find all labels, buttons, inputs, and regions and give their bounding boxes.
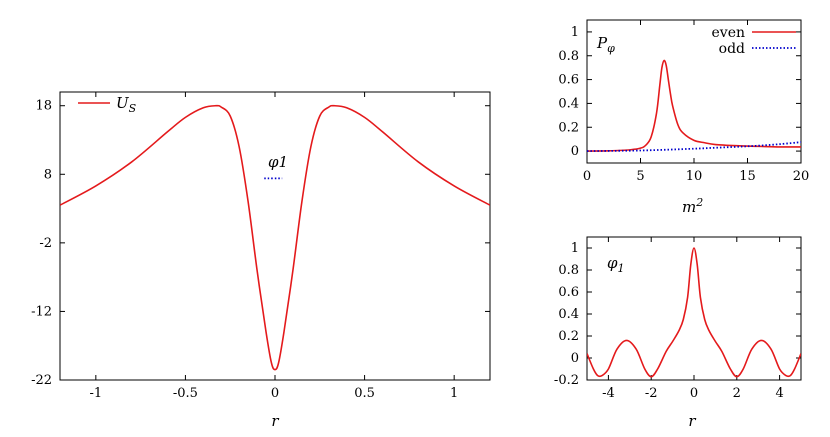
panel-title-phi1-sub: 1 xyxy=(618,262,625,275)
legend-label-us: US xyxy=(116,94,137,115)
y-tick-label: 1 xyxy=(571,25,579,40)
legend-label-us-sub: S xyxy=(129,102,137,115)
y-tick-label: 0.8 xyxy=(558,49,579,64)
x-tick-label: -2 xyxy=(645,386,658,401)
y-tick-label: 0.2 xyxy=(558,120,579,135)
legend-label-us-main: U xyxy=(116,94,130,112)
y-tick-label: -2 xyxy=(39,236,52,251)
x-tick-label: 0.5 xyxy=(354,386,375,401)
x-tick-label: 2 xyxy=(733,386,741,401)
y-tick-label: 8 xyxy=(44,167,52,182)
x-tick-label: 4 xyxy=(775,386,783,401)
series-line-0 xyxy=(587,247,801,378)
x-tick-label: 0 xyxy=(690,386,698,401)
y-tick-label: 0.4 xyxy=(558,307,579,322)
legend-label-even: even xyxy=(712,25,746,41)
panel-title-pphi-main: P xyxy=(596,34,608,52)
plot-frame xyxy=(586,236,802,381)
legend-label-odd: odd xyxy=(719,41,745,57)
y-tick-label: -12 xyxy=(31,304,52,319)
series-group xyxy=(60,104,490,371)
x-tick-label: -4 xyxy=(602,386,615,401)
y-tick-label: 18 xyxy=(35,99,52,114)
series-group xyxy=(587,59,801,152)
y-tick-label: 0 xyxy=(571,144,579,159)
x-tick-label: 20 xyxy=(793,169,810,184)
x-tick-label: 0 xyxy=(271,386,279,401)
plot-frame xyxy=(59,91,491,381)
panel-title-pphi: Pφ xyxy=(596,34,615,55)
y-tick-label: 1 xyxy=(571,241,579,256)
annotation-phi1: φ1 xyxy=(268,153,288,171)
series-line-0 xyxy=(60,104,490,371)
panel-title-pphi-sub: φ xyxy=(607,42,615,55)
series-line-0 xyxy=(587,59,801,152)
series-group xyxy=(587,247,801,378)
x-tick-label: 1 xyxy=(450,386,458,401)
x-axis-label: r xyxy=(688,412,696,430)
y-tick-label: 0.8 xyxy=(558,263,579,278)
x-tick-label: 5 xyxy=(636,169,644,184)
y-tick-label: 0.6 xyxy=(558,285,579,300)
x-axis-label-m2-sup: 2 xyxy=(695,196,703,209)
y-tick-label: 0 xyxy=(571,351,579,366)
plot-frame xyxy=(586,19,802,164)
panel-title-phi1-main: φ xyxy=(607,254,618,272)
panel-title-phi1: φ1 xyxy=(607,254,625,275)
y-tick-label: -0.2 xyxy=(554,373,579,388)
y-tick-label: -22 xyxy=(31,373,52,388)
x-tick-label: 15 xyxy=(739,169,756,184)
x-tick-label: -0.5 xyxy=(173,386,198,401)
x-axis-label-m2: m2 xyxy=(682,196,703,216)
x-axis-label-m2-main: m xyxy=(682,198,696,216)
y-tick-label: 0.4 xyxy=(558,96,579,111)
x-tick-label: -1 xyxy=(89,386,102,401)
x-axis-label: r xyxy=(271,412,279,430)
y-tick-label: 0.2 xyxy=(558,329,579,344)
y-tick-label: 0.6 xyxy=(558,73,579,88)
x-tick-label: 0 xyxy=(583,169,591,184)
x-tick-label: 10 xyxy=(686,169,703,184)
